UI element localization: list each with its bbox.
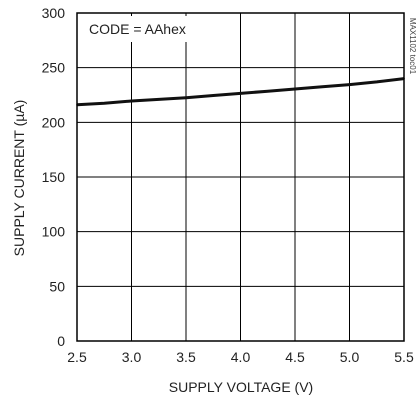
data-point <box>375 81 378 83</box>
y-tick-label: 150 <box>42 169 66 185</box>
series-group <box>76 77 405 107</box>
y-tick-label: 0 <box>57 333 65 349</box>
data-point <box>103 102 106 104</box>
y-tick-label: 100 <box>42 224 66 240</box>
data-point <box>321 86 324 88</box>
x-axis-title: SUPPLY VOLTAGE (V) <box>169 379 313 395</box>
y-tick-label: 50 <box>49 278 65 294</box>
data-point <box>239 92 242 95</box>
x-tick-label: 5.0 <box>340 349 360 365</box>
data-point <box>185 96 187 99</box>
x-tick-label: 4.0 <box>231 349 251 365</box>
data-point <box>348 83 351 86</box>
plot-frame <box>76 12 405 342</box>
x-tick-labels: 2.5 3.0 3.5 4.0 4.5 5.0 5.5 <box>67 349 414 365</box>
grid-lines <box>76 12 405 342</box>
y-tick-label: 300 <box>42 5 66 21</box>
data-point <box>157 98 160 101</box>
y-tick-label: 200 <box>42 114 66 130</box>
x-tick-label: 3.5 <box>176 349 196 365</box>
x-tick-label: 4.5 <box>285 349 305 365</box>
annotation-box <box>79 16 190 42</box>
y-axis-title: SUPPLY CURRENT (µA) <box>11 100 27 257</box>
y-tick-label: 250 <box>42 60 66 76</box>
x-tick-label: 2.5 <box>67 349 87 365</box>
y-tick-labels: 0 50 100 150 200 250 300 <box>42 5 66 349</box>
figure-id: MAX1102 toc01 <box>408 18 417 75</box>
data-point <box>294 88 296 90</box>
data-point <box>130 100 133 102</box>
x-tick-label: 3.0 <box>122 349 142 365</box>
annotation-label: CODE = AAhex <box>89 21 186 37</box>
data-point <box>212 94 215 97</box>
data-point <box>266 90 269 92</box>
x-tick-label: 5.5 <box>394 349 414 365</box>
